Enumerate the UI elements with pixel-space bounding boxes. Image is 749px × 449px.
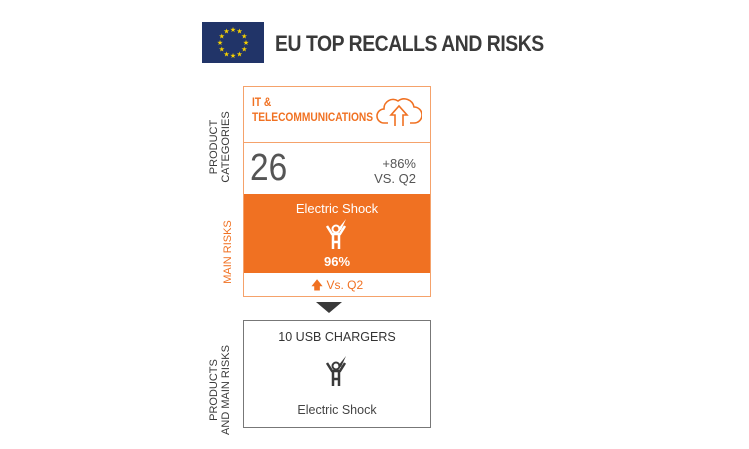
electric-shock-icon (325, 219, 347, 249)
star-icon: ★ (243, 39, 249, 47)
star-icon: ★ (219, 33, 225, 41)
recall-count: 26 (250, 147, 288, 189)
product-categories-label: PRODUCT CATEGORIES (208, 111, 232, 183)
electric-shock-icon (325, 356, 347, 386)
product-label: 10 USB CHARGERS (278, 330, 396, 344)
star-icon: ★ (230, 26, 236, 34)
star-icon: ★ (230, 52, 236, 60)
page-title: EU TOP RECALLS AND RISKS (275, 31, 544, 56)
arrow-up-icon: 🡅 (310, 278, 324, 292)
change-vs-q2: +86% VS. Q2 (374, 156, 416, 186)
star-icon: ★ (223, 50, 229, 58)
main-risk-panel: Electric Shock 96% (244, 194, 430, 273)
product-card: 10 USB CHARGERS Electric Shock (243, 320, 431, 428)
eu-flag-icon: ★ ★ ★ ★ ★ ★ ★ ★ ★ ★ ★ ★ (202, 22, 264, 63)
category-header: IT & TELECOMMUNICATIONS (244, 87, 430, 143)
product-risk: Electric Shock (297, 403, 377, 417)
cloud-upload-icon (376, 98, 422, 126)
star-icon: ★ (241, 46, 247, 54)
risk-percent: 96% (323, 254, 351, 269)
category-card: IT & TELECOMMUNICATIONS 26 +86% VS. Q2 Ele… (243, 86, 431, 297)
star-icon: ★ (223, 28, 229, 36)
star-icon: ★ (241, 33, 247, 41)
category-name: IT & TELECOMMUNICATIONS (252, 95, 374, 124)
main-risks-label: MAIN RISKS (222, 220, 234, 284)
star-icon: ★ (217, 39, 223, 47)
products-main-risks-label: PRODUCTS AND MAIN RISKS (208, 345, 232, 435)
star-icon: ★ (236, 28, 242, 36)
category-stats: 26 +86% VS. Q2 (244, 143, 430, 194)
risk-trend: 🡅 Vs. Q2 (244, 273, 430, 297)
risk-trend-label: Vs. Q2 (326, 278, 364, 292)
star-icon: ★ (236, 50, 242, 58)
star-icon: ★ (219, 46, 225, 54)
down-arrow-icon (316, 302, 342, 313)
risk-name: Electric Shock (295, 201, 379, 216)
